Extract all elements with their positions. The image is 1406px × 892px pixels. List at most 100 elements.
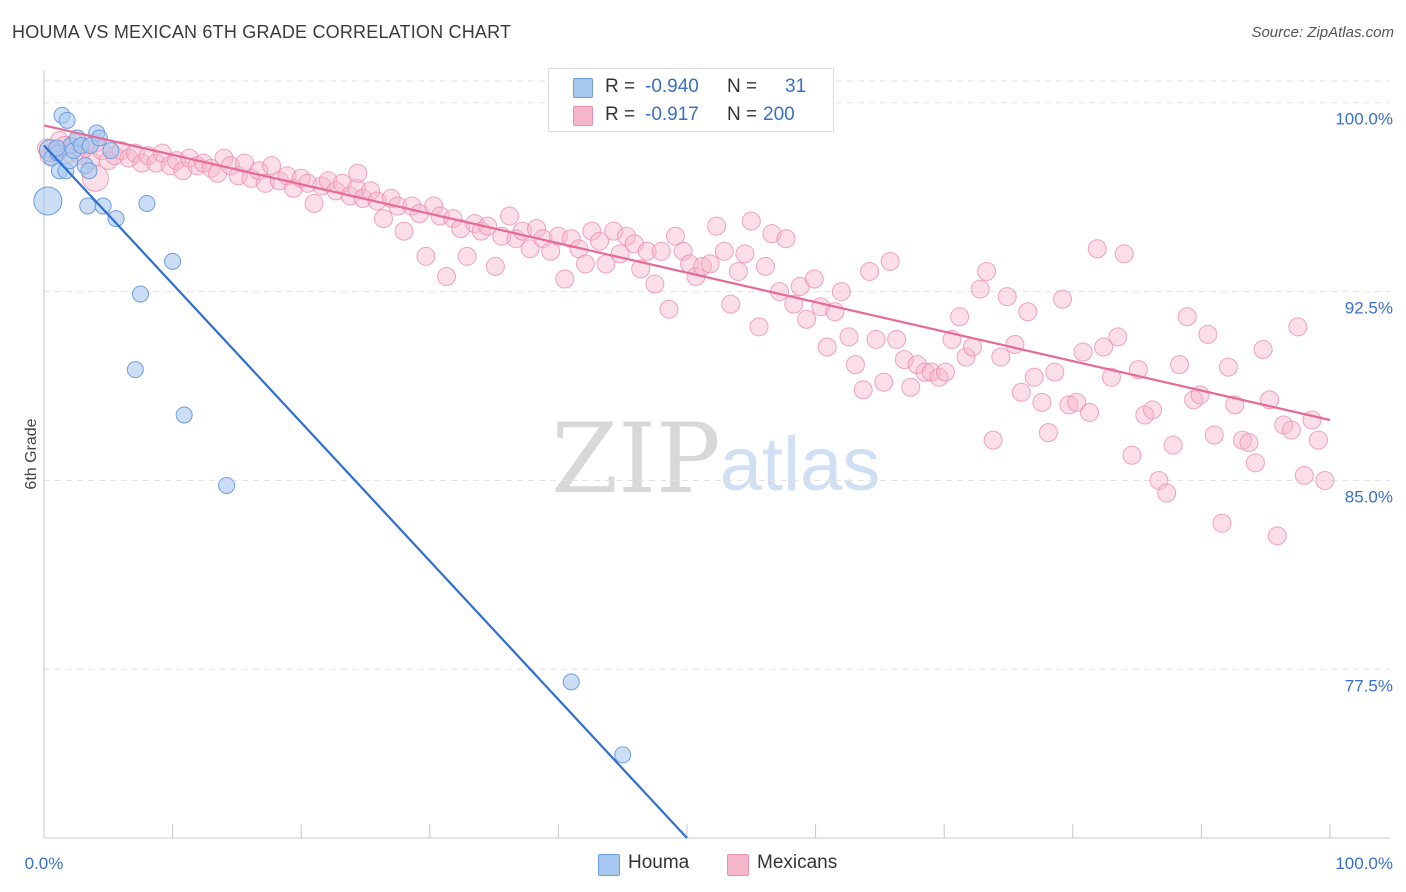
y-tick-label: 92.5%: [1345, 299, 1393, 318]
houma-point: [107, 210, 125, 228]
mexicans-trendline: [43, 124, 1331, 422]
mexicans-point: [1032, 392, 1052, 412]
x-tick-label: 0.0%: [25, 854, 64, 873]
houma-legend-label: Houma: [628, 852, 690, 873]
mexicans-point: [1073, 342, 1093, 362]
mexicans-point: [575, 254, 595, 274]
mexicans-point: [735, 244, 755, 264]
mexicans-point: [1225, 395, 1245, 415]
mexicans-point: [146, 153, 166, 173]
mexicans-point: [749, 317, 769, 337]
mexicans-point: [707, 216, 727, 236]
mexicans-point: [755, 256, 775, 276]
houma-point: [94, 197, 112, 215]
mexicans-point: [797, 309, 817, 329]
mexicans-point: [1045, 362, 1065, 382]
mexicans-point: [1024, 367, 1044, 387]
houma-point: [218, 476, 236, 494]
mexicans-point: [1253, 340, 1273, 360]
houma-point: [80, 162, 98, 180]
mexicans-point: [1239, 433, 1259, 453]
mexicans-point: [1038, 423, 1058, 443]
mexicans-point: [1315, 470, 1335, 490]
mexicans-point: [485, 256, 505, 276]
mexicans-point: [1163, 435, 1183, 455]
mexicans-point: [1308, 430, 1328, 450]
mexicans-point: [1184, 390, 1204, 410]
houma-point: [614, 746, 632, 764]
mexicans-point: [416, 246, 436, 266]
mexicans-point: [119, 148, 139, 168]
legend-n-value-houma: 31: [785, 76, 807, 97]
mexicans-point: [1108, 327, 1128, 347]
mexicans-point: [1204, 425, 1224, 445]
houma-point: [138, 194, 156, 212]
mexicans-point: [1114, 244, 1134, 264]
houma-point: [48, 139, 66, 157]
legend-r-label: R =: [605, 104, 636, 125]
mexicans-point: [555, 269, 575, 289]
mexicans-point: [1122, 445, 1142, 465]
mexicans-point: [894, 350, 914, 370]
mexicans-point: [604, 221, 624, 241]
mexicans-point: [915, 362, 935, 382]
mexicans-swatch: [727, 854, 749, 876]
mexicans-point: [1170, 355, 1190, 375]
mexicans-point: [673, 241, 693, 261]
mexicans-point: [173, 161, 193, 181]
mexicans-point: [853, 380, 873, 400]
mexicans-point: [929, 367, 949, 387]
mexicans-point: [950, 307, 970, 327]
houma-point: [131, 285, 149, 303]
y-axis-label: 6th Grade: [23, 418, 40, 489]
legend-n-label: N =: [727, 76, 758, 97]
mexicans-point: [983, 430, 1003, 450]
mexicans-point: [1281, 420, 1301, 440]
mexicans-point: [1005, 334, 1025, 354]
legend-swatch-houma: [573, 78, 593, 98]
mexicans-point: [956, 347, 976, 367]
mexicans-point: [741, 211, 761, 231]
chart-title: HOUMA VS MEXICAN 6TH GRADE CORRELATION C…: [12, 22, 512, 42]
mexicans-point: [721, 294, 741, 314]
source-credit: Source: ZipAtlas.com: [1251, 24, 1394, 41]
houma-point: [79, 197, 97, 215]
mexicans-point: [880, 251, 900, 271]
mexicans-point: [1011, 382, 1031, 402]
mexicans-point: [997, 287, 1017, 307]
mexicans-point: [962, 337, 982, 357]
houma-point: [58, 111, 76, 129]
mexicans-point: [1218, 357, 1238, 377]
mexicans-point: [1267, 526, 1287, 546]
mexicans-point: [839, 327, 859, 347]
mexicans-point: [617, 226, 637, 246]
mexicans-point: [831, 282, 851, 302]
mexicans-point: [645, 274, 665, 294]
mexicans-point: [651, 241, 671, 261]
houma-point: [102, 142, 120, 160]
mexicans-point: [817, 337, 837, 357]
y-tick-label: 85.0%: [1345, 487, 1393, 506]
mexicans-point: [1143, 400, 1163, 420]
houma-point: [33, 186, 63, 216]
mexicans-point: [804, 269, 824, 289]
mexicans-point: [762, 224, 782, 244]
mexicans-point: [970, 279, 990, 299]
mexicans-point: [1212, 513, 1232, 533]
houma-point: [175, 406, 193, 424]
legend-row-mexicans: R = -0.917 N = 200: [549, 100, 833, 128]
mexicans-point: [437, 266, 457, 286]
mexicans-point: [1177, 307, 1197, 327]
mexicans-point: [582, 221, 602, 241]
houma-point: [126, 361, 144, 379]
mexicans-point: [160, 156, 180, 176]
mexicans-point: [262, 156, 282, 176]
legend-r-value-houma: -0.940: [645, 76, 699, 97]
mexicans-point: [700, 254, 720, 274]
watermark-zip: ZIP: [551, 403, 720, 515]
mexicans-point: [590, 231, 610, 251]
mexicans-point: [451, 219, 471, 239]
mexicans-point: [935, 362, 955, 382]
legend-n-value-mexicans: 200: [763, 104, 795, 125]
